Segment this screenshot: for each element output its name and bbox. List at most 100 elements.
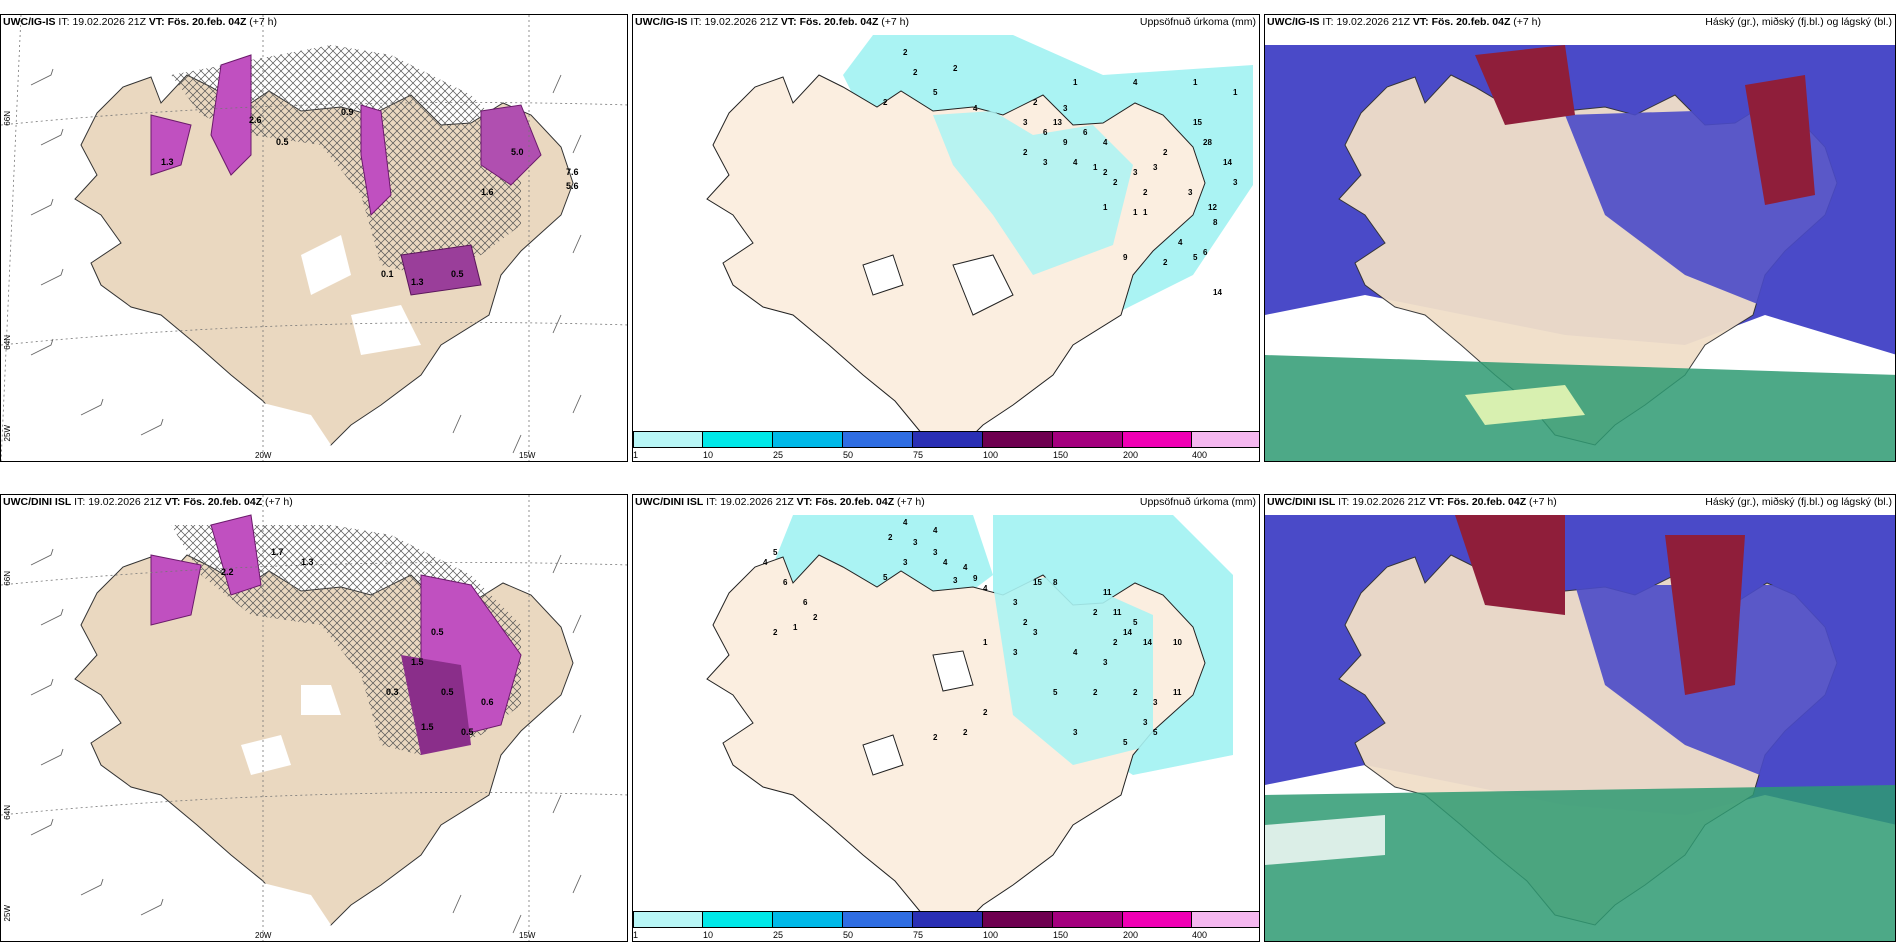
svg-text:5: 5 bbox=[1153, 728, 1158, 737]
glacier bbox=[862, 254, 904, 296]
svg-text:3: 3 bbox=[1073, 728, 1078, 737]
svg-text:4: 4 bbox=[973, 104, 978, 113]
tick-label: 400 bbox=[1192, 450, 1208, 460]
svg-text:8: 8 bbox=[1213, 218, 1218, 227]
panel-title: Uppsöfnuð úrkoma (mm) bbox=[1139, 16, 1256, 28]
lon-label: 20W bbox=[255, 931, 272, 940]
glacier bbox=[231, 883, 331, 935]
mid-cloud bbox=[1745, 75, 1815, 205]
precip-area bbox=[933, 111, 1133, 275]
mid-cloud bbox=[1475, 45, 1575, 125]
svg-text:5: 5 bbox=[883, 573, 888, 582]
panel-header: UWC/DINI ISL IT: 19.02.2026 21Z VT: Fös.… bbox=[635, 496, 925, 508]
svg-text:1: 1 bbox=[1133, 208, 1138, 217]
svg-text:28: 28 bbox=[1203, 138, 1212, 147]
svg-text:1: 1 bbox=[1073, 78, 1078, 87]
graticule bbox=[1, 495, 627, 941]
svg-text:4: 4 bbox=[1133, 78, 1138, 87]
mid-cloud bbox=[1665, 535, 1745, 695]
lon-label: 20W bbox=[255, 451, 272, 460]
snow-value: 2.6 bbox=[249, 115, 262, 125]
glacier bbox=[241, 735, 291, 775]
svg-text:1: 1 bbox=[1233, 88, 1238, 97]
svg-text:2: 2 bbox=[773, 628, 778, 637]
precip-map-svg: 4 2 3 4 3 3 4 5 4 9 3 4 4 5 6 6 2 1 2 3 … bbox=[706, 515, 1233, 926]
svg-text:4: 4 bbox=[903, 518, 908, 527]
panel-header: UWC/IG-IS IT: 19.02.2026 21Z VT: Fös. 20… bbox=[3, 16, 278, 28]
tick-label: 50 bbox=[843, 450, 854, 460]
svg-text:15: 15 bbox=[1193, 118, 1202, 127]
svg-text:14: 14 bbox=[1143, 638, 1152, 647]
svg-text:5: 5 bbox=[1123, 738, 1128, 747]
svg-text:2: 2 bbox=[888, 533, 893, 542]
tick-label: 1 bbox=[633, 930, 639, 940]
svg-text:2: 2 bbox=[903, 48, 908, 57]
svg-text:3: 3 bbox=[1103, 658, 1108, 667]
wind-map-svg: 1.7 1.3 2.2 0.5 1.5 0.5 0.6 0.3 0.5 1.5 bbox=[1, 495, 627, 941]
svg-text:11: 11 bbox=[1103, 588, 1112, 597]
snow-value: 0.6 bbox=[481, 697, 494, 707]
svg-text:2: 2 bbox=[963, 728, 968, 737]
snow-value: 1.3 bbox=[411, 277, 424, 287]
snow-value: 0.5 bbox=[451, 269, 464, 279]
svg-text:6: 6 bbox=[803, 598, 808, 607]
svg-text:2: 2 bbox=[1103, 168, 1108, 177]
precip-map-svg: 2 2 2 2 5 4 2 3 1 4 1 1 3 6 13 6 9 4 2 3… bbox=[706, 35, 1253, 446]
svg-text:4: 4 bbox=[763, 558, 768, 567]
svg-text:2: 2 bbox=[953, 64, 958, 73]
svg-text:9: 9 bbox=[973, 574, 978, 583]
low-cloud bbox=[1465, 385, 1585, 425]
snow-value: 5.0 bbox=[511, 147, 524, 157]
lon-label: 25W bbox=[3, 905, 12, 922]
svg-text:5: 5 bbox=[1053, 688, 1058, 697]
tick-label: 200 bbox=[1123, 930, 1139, 940]
panel-title: Háský (gr.), miðský (fj.bl.) og lágský (… bbox=[1705, 16, 1892, 28]
svg-text:4: 4 bbox=[1073, 648, 1078, 657]
colorbar-swatch bbox=[843, 911, 913, 928]
svg-text:2: 2 bbox=[983, 708, 988, 717]
svg-text:4: 4 bbox=[983, 584, 988, 593]
panel-title: Uppsöfnuð úrkoma (mm) bbox=[1139, 496, 1256, 508]
colorbar-swatch bbox=[913, 431, 983, 448]
svg-text:8: 8 bbox=[1053, 578, 1058, 587]
svg-text:2: 2 bbox=[1033, 98, 1038, 107]
svg-text:3: 3 bbox=[1133, 168, 1138, 177]
colorbar-swatch bbox=[1192, 911, 1259, 928]
tick-label: 400 bbox=[1192, 930, 1208, 940]
svg-text:3: 3 bbox=[1153, 698, 1158, 707]
tick-label: 50 bbox=[843, 930, 854, 940]
colorbar-swatch bbox=[633, 911, 703, 928]
svg-text:2: 2 bbox=[1143, 188, 1148, 197]
snow-area bbox=[150, 114, 192, 176]
svg-text:2: 2 bbox=[1163, 258, 1168, 267]
svg-text:1: 1 bbox=[1103, 203, 1108, 212]
svg-text:4: 4 bbox=[1103, 138, 1108, 147]
wind-snow-map-top: UWC/IG-IS IT: 19.02.2026 21Z VT: Fös. 20… bbox=[0, 14, 628, 462]
cloud-map-top: UWC/IG-IS IT: 19.02.2026 21Z VT: Fös. 20… bbox=[1264, 14, 1896, 462]
tick-label: 10 bbox=[703, 930, 714, 940]
svg-text:4: 4 bbox=[933, 526, 938, 535]
mid-cloud bbox=[1455, 515, 1565, 615]
svg-text:2: 2 bbox=[933, 733, 938, 742]
svg-text:2: 2 bbox=[1023, 618, 1028, 627]
svg-text:1: 1 bbox=[1193, 78, 1198, 87]
snow-value: 0.9 bbox=[341, 107, 354, 117]
svg-text:6: 6 bbox=[1043, 128, 1048, 137]
lon-label: 15W bbox=[519, 451, 536, 460]
colorbar-swatch bbox=[843, 431, 913, 448]
lon-label: 15W bbox=[519, 931, 536, 940]
svg-text:5: 5 bbox=[1133, 618, 1138, 627]
svg-text:15: 15 bbox=[1033, 578, 1042, 587]
wind-barbs bbox=[30, 68, 582, 454]
svg-text:10: 10 bbox=[1173, 638, 1182, 647]
colorbar-swatch bbox=[1192, 431, 1259, 448]
tick-label: 100 bbox=[983, 450, 999, 460]
tick-label: 25 bbox=[773, 930, 784, 940]
colorbar-swatch bbox=[1123, 911, 1192, 928]
colorbar-swatch bbox=[1053, 431, 1123, 448]
cloud-map-bottom: UWC/DINI ISL IT: 19.02.2026 21Z VT: Fös.… bbox=[1264, 494, 1896, 942]
cloud-map-svg bbox=[1265, 511, 1895, 941]
lat-label: 64N bbox=[3, 335, 12, 350]
svg-text:3: 3 bbox=[903, 558, 908, 567]
glacier bbox=[862, 734, 904, 776]
